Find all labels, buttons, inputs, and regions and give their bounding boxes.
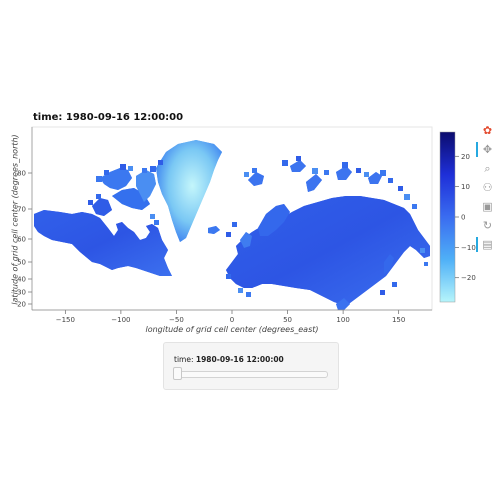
grid-cell: [154, 220, 159, 225]
y-tick-label: 60: [17, 236, 26, 244]
y-tick-label: 40: [17, 276, 26, 284]
grid-cell: [158, 160, 163, 165]
time-slider[interactable]: [174, 371, 328, 378]
colorbar-tick-label: 0: [461, 214, 465, 222]
time-widget-label: time: 1980-09-16 12:00:00: [174, 355, 284, 364]
y-tick-label: 20: [17, 301, 26, 309]
colorbar-tick-label: 10: [461, 183, 470, 191]
grid-cell: [282, 160, 288, 166]
grid-cell: [150, 166, 156, 172]
grid-cell: [392, 282, 397, 287]
y-axis: 20 30 40 50 60 70 80: [17, 127, 33, 310]
grid-cell: [96, 176, 102, 182]
time-value: 1980-09-16 12:00:00: [195, 355, 284, 364]
grid-cell: [312, 168, 318, 174]
x-tick-label: 100: [336, 316, 349, 324]
grid-cell: [296, 156, 301, 161]
grid-cell: [398, 186, 403, 191]
x-tick-label: −50: [169, 316, 184, 324]
grid-cell: [238, 288, 243, 293]
bokeh-logo-icon[interactable]: ✿: [482, 124, 493, 137]
save-icon[interactable]: ▣: [482, 200, 493, 213]
box-zoom-icon[interactable]: ⌕: [484, 162, 491, 175]
hover-icon[interactable]: ▤: [476, 237, 495, 252]
x-tick-label: 150: [392, 316, 405, 324]
grid-cell: [252, 168, 257, 173]
pan-icon[interactable]: ✥: [476, 142, 495, 157]
grid-cell: [342, 162, 348, 168]
y-tick-label: 30: [17, 289, 26, 297]
grid-cell: [404, 194, 410, 200]
x-axis-label: longitude of grid cell center (degrees_e…: [145, 325, 319, 334]
colorbar-tick-label: −10: [461, 244, 476, 252]
colorbar-axis: 20 10 0 −10 −20: [455, 153, 476, 282]
time-label: time:: [174, 355, 194, 364]
colorbar-tick-label: 20: [461, 153, 470, 161]
y-tick-label: 50: [17, 259, 26, 267]
grid-cell: [104, 170, 109, 175]
grid-cell: [232, 222, 237, 227]
time-slider-handle[interactable]: [173, 367, 182, 380]
grid-cell: [88, 200, 93, 205]
x-axis: −150 −100 −50 0 50 100 150: [32, 309, 432, 324]
x-tick-label: 50: [283, 316, 292, 324]
grid-cell: [324, 170, 329, 175]
grid-cell: [424, 262, 428, 266]
grid-cell: [420, 248, 425, 253]
grid-cell: [96, 194, 101, 199]
grid-cell: [226, 232, 231, 237]
colorbar: [439, 131, 456, 303]
grid-cell: [226, 274, 231, 279]
x-tick-label: −150: [56, 316, 75, 324]
grid-cell: [246, 292, 251, 297]
grid-cell: [128, 166, 133, 171]
grid-cell: [364, 172, 369, 177]
grid-cell: [356, 168, 361, 173]
y-tick-label: 70: [17, 206, 26, 214]
x-tick-label: −100: [111, 316, 130, 324]
grid-cell: [380, 290, 385, 295]
y-tick-label: 80: [17, 170, 26, 178]
grid-cell: [412, 204, 417, 209]
reset-icon[interactable]: ↻: [482, 219, 493, 232]
coastal-cells: [88, 156, 428, 297]
grid-cell: [150, 214, 155, 219]
x-tick-label: 0: [230, 316, 234, 324]
time-widget: time: 1980-09-16 12:00:00: [163, 342, 339, 390]
plot-title: time: 1980-09-16 12:00:00: [33, 112, 184, 123]
grid-cell: [244, 172, 249, 177]
grid-cell: [142, 168, 147, 173]
grid-cell: [380, 170, 386, 176]
wheel-zoom-icon[interactable]: ⚇: [482, 181, 493, 194]
colorbar-tick-label: −20: [461, 274, 476, 282]
grid-cell: [120, 164, 126, 170]
grid-cell: [388, 178, 393, 183]
